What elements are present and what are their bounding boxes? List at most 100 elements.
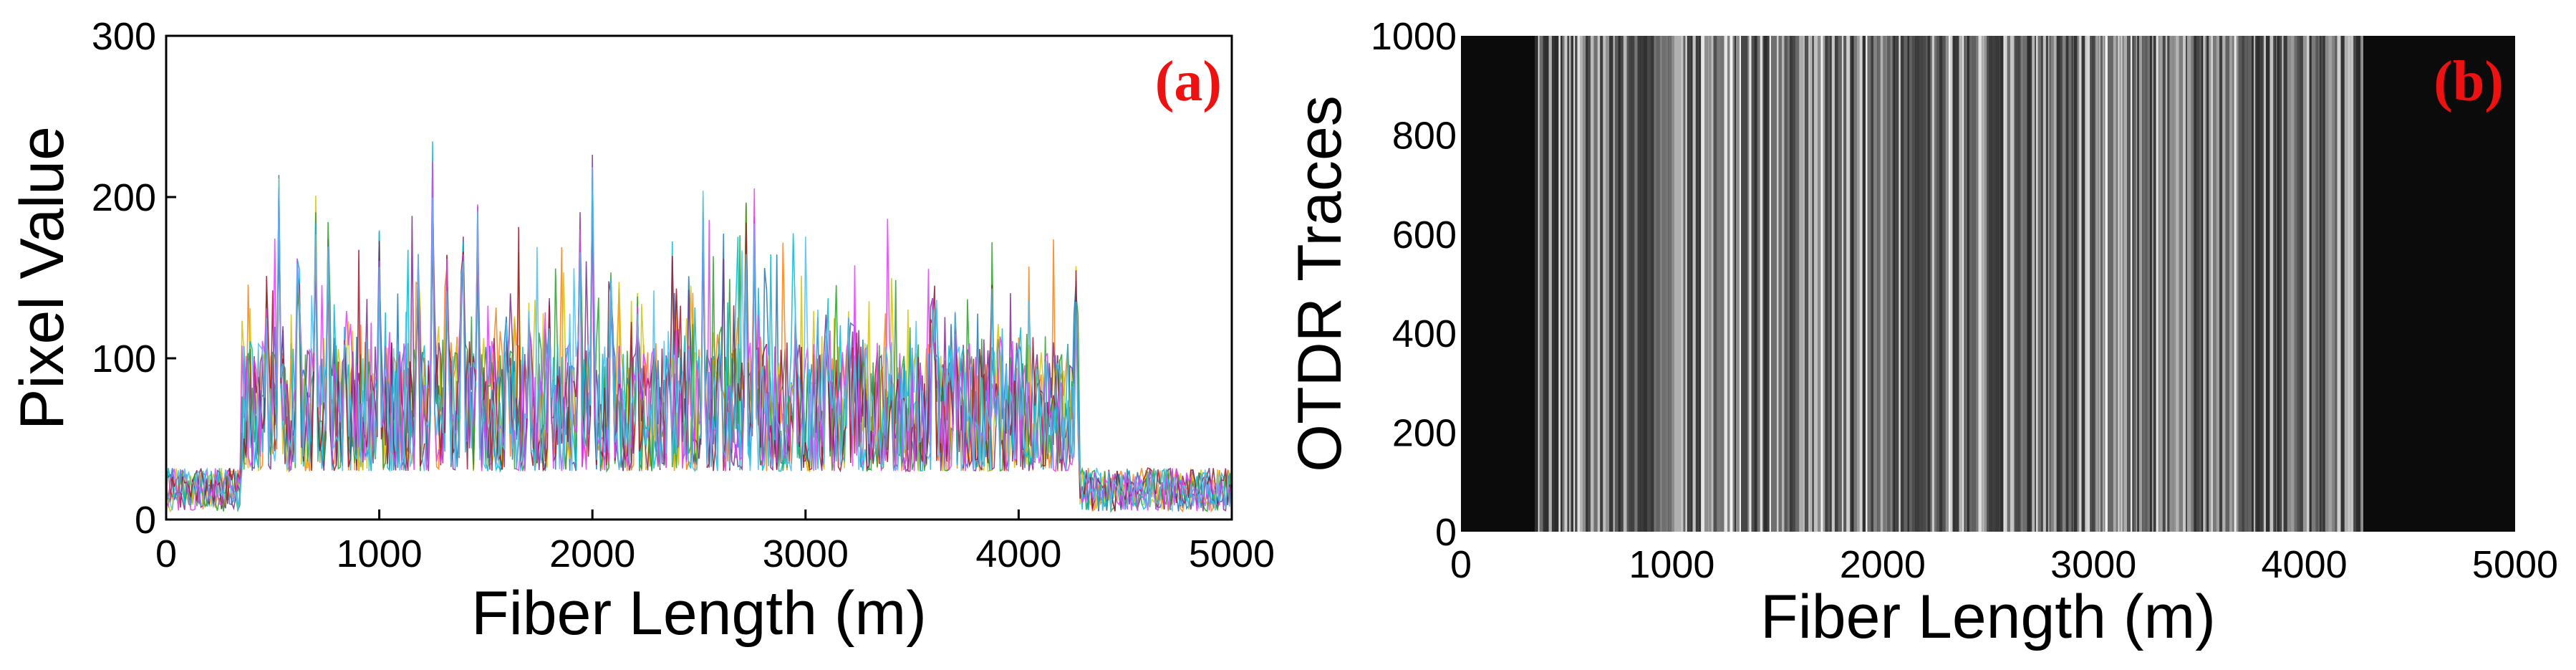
otdr-stripe	[2274, 36, 2276, 532]
otdr-stripe	[2322, 36, 2325, 532]
otdr-stripe	[1659, 36, 1663, 532]
otdr-stripe	[2199, 36, 2202, 532]
panel-a-x-tick-label: 3000	[763, 532, 849, 575]
otdr-stripe	[1674, 36, 1677, 532]
otdr-stripe	[1749, 36, 1752, 532]
otdr-stripe	[1831, 36, 1835, 532]
otdr-stripe	[2046, 36, 2048, 532]
otdr-stripe	[1724, 36, 1728, 532]
otdr-stripe	[2169, 36, 2174, 532]
otdr-stripe	[1545, 36, 1549, 532]
otdr-stripe	[1730, 36, 1733, 532]
otdr-stripe	[2219, 36, 2223, 532]
otdr-stripe	[2032, 36, 2035, 532]
otdr-stripe	[2037, 36, 2040, 532]
otdr-stripe	[2201, 36, 2204, 532]
otdr-stripe	[2162, 36, 2166, 532]
otdr-stripe	[2132, 36, 2134, 532]
otdr-stripe	[1699, 36, 1702, 532]
otdr-stripe	[2131, 36, 2133, 532]
otdr-stripe	[2311, 36, 2313, 532]
otdr-stripe	[2115, 36, 2116, 532]
otdr-stripe	[1539, 36, 1543, 532]
otdr-stripe	[1680, 36, 1684, 532]
otdr-stripe	[2216, 36, 2220, 532]
otdr-stripe	[1548, 36, 1552, 532]
otdr-stripe	[1747, 36, 1750, 532]
otdr-stripe	[1774, 36, 1777, 532]
otdr-stripe	[2273, 36, 2275, 532]
otdr-stripe	[2247, 36, 2252, 532]
otdr-stripe	[1992, 36, 1994, 532]
otdr-stripe	[1769, 36, 1772, 532]
otdr-stripe	[1900, 36, 1904, 532]
otdr-stripe	[2204, 36, 2207, 532]
otdr-stripe	[2307, 36, 2310, 532]
otdr-stripe	[1952, 36, 1955, 532]
otdr-stripe	[1975, 36, 1979, 532]
otdr-stripe	[1851, 36, 1854, 532]
otdr-stripe	[1577, 36, 1581, 532]
panel-b-y-tick-label: 0	[1435, 511, 1457, 554]
otdr-stripe	[1677, 36, 1681, 532]
otdr-stripe	[1825, 36, 1828, 532]
panel-b-y-tick-label: 1000	[1371, 15, 1457, 58]
otdr-stripe	[1969, 36, 1973, 532]
otdr-stripe	[2071, 36, 2073, 532]
otdr-stripe	[1754, 36, 1757, 532]
otdr-stripe	[1929, 36, 1932, 532]
otdr-stripe	[2356, 36, 2359, 532]
otdr-stripe	[1567, 36, 1569, 532]
otdr-stripe	[1623, 36, 1627, 532]
otdr-stripe	[1927, 36, 1930, 532]
otdr-stripe	[1950, 36, 1953, 532]
otdr-stripe	[1606, 36, 1610, 532]
otdr-stripe	[1707, 36, 1710, 532]
otdr-stripe	[1701, 36, 1704, 532]
otdr-stripe	[2047, 36, 2050, 532]
otdr-stripe	[1543, 36, 1545, 532]
otdr-stripe	[1828, 36, 1830, 532]
panel-b-x-ticks: 0 1000 2000 3000 4000 5000	[1450, 543, 2558, 586]
otdr-stripe	[2035, 36, 2038, 532]
otdr-stripe	[1573, 36, 1576, 532]
otdr-stripe	[2206, 36, 2209, 532]
otdr-stripe	[1732, 36, 1735, 532]
panel-a-x-tick-label: 0	[155, 532, 177, 575]
otdr-stripe	[1741, 36, 1745, 532]
otdr-stripe	[1899, 36, 1901, 532]
otdr-stripe	[1915, 36, 1917, 532]
otdr-stripe	[1823, 36, 1825, 532]
otdr-stripe	[2212, 36, 2216, 532]
otdr-stripe	[2121, 36, 2123, 532]
otdr-stripe	[1862, 36, 1866, 532]
otdr-stripe	[2127, 36, 2131, 532]
otdr-stripe	[1629, 36, 1632, 532]
otdr-stripe	[2211, 36, 2213, 532]
otdr-stripe	[2297, 36, 2300, 532]
otdr-stripe	[2027, 36, 2030, 532]
otdr-stripe	[2103, 36, 2104, 532]
otdr-stripe	[2159, 36, 2163, 532]
otdr-stripe	[2023, 36, 2027, 532]
otdr-stripe	[1644, 36, 1647, 532]
otdr-stripe	[2003, 36, 2005, 532]
otdr-stripe	[1720, 36, 1724, 532]
otdr-stripe	[1597, 36, 1601, 532]
otdr-stripe	[1843, 36, 1847, 532]
otdr-stripe	[2283, 36, 2287, 532]
panel-a-tag: (a)	[1155, 50, 1222, 113]
panel-b-y-tick-label: 600	[1392, 214, 1457, 257]
otdr-stripe	[1978, 36, 1982, 532]
otdr-stripe	[1603, 36, 1606, 532]
otdr-stripe	[1838, 36, 1842, 532]
otdr-stripe	[2056, 36, 2060, 532]
otdr-stripe	[2252, 36, 2254, 532]
otdr-stripe	[1656, 36, 1660, 532]
otdr-stripe	[1662, 36, 1666, 532]
otdr-stripe	[1850, 36, 1852, 532]
panel-b-tag: (b)	[2433, 50, 2504, 113]
pixel-value-traces	[165, 141, 1232, 513]
otdr-stripe	[2277, 36, 2280, 532]
otdr-stripe	[2191, 36, 2194, 532]
